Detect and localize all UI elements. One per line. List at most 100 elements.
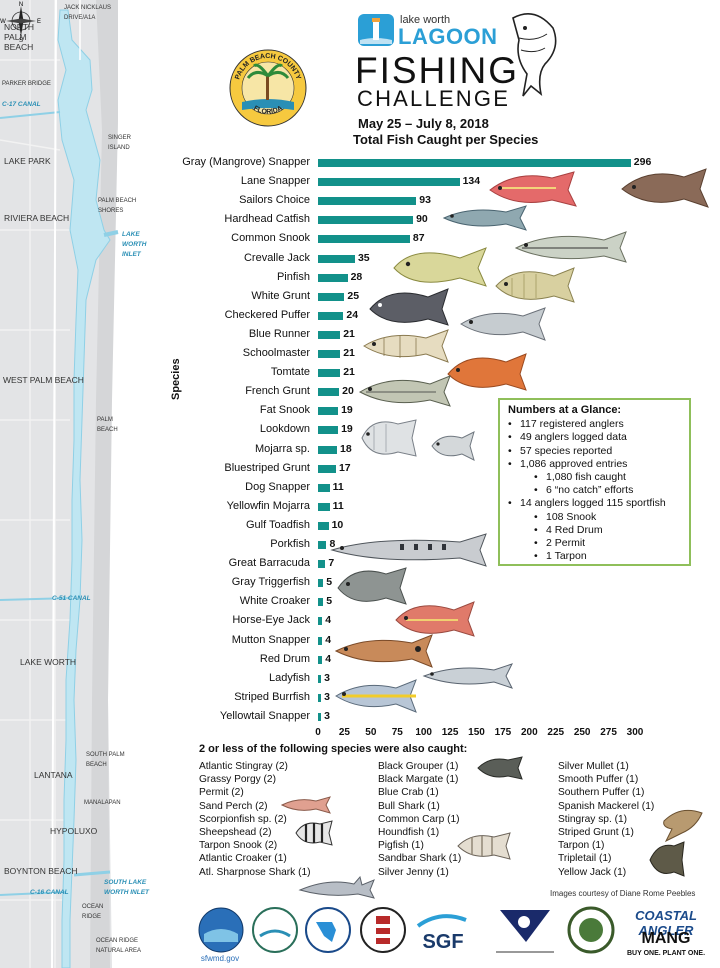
bar-value-label: 35 — [357, 251, 370, 264]
x-tick-label: 225 — [547, 727, 565, 738]
lagoon-map: JACK NICKLAUS DRIVE/A1A NORTH PALM BEACH… — [0, 0, 175, 968]
bar — [318, 502, 330, 511]
map-label-boynton-beach: BOYNTON BEACH — [4, 866, 78, 876]
x-tick-label: 50 — [365, 727, 377, 738]
intracoastal-logo-icon — [360, 907, 406, 953]
other-species-item: Black Grouper (1) — [378, 761, 459, 772]
other-species-item: Atlantic Croaker (1) — [199, 853, 287, 865]
lookdown-fish-icon — [361, 419, 417, 457]
glance-item: 57 species reported — [508, 445, 681, 458]
other-species-item: Silver Mullet (1) — [558, 761, 629, 772]
glance-item: 1 Tarpon — [508, 550, 681, 563]
category-label: White Grunt — [251, 289, 310, 302]
glance-item: 2 Permit — [508, 537, 681, 550]
bar-value-label: 11 — [332, 499, 344, 512]
bar-value-label: 3 — [324, 709, 330, 722]
x-tick-label: 275 — [600, 727, 617, 738]
x-tick-label: 75 — [391, 727, 403, 738]
bar — [318, 636, 323, 645]
category-label: Mutton Snapper — [231, 633, 310, 646]
map-label-palm-beach: PALM BEACH — [97, 417, 118, 433]
category-label: Bluestriped Grunt — [224, 461, 310, 474]
map-label-lake-worth: LAKE WORTH — [20, 657, 77, 667]
category-label: Gray Triggerfish — [231, 576, 310, 589]
svg-text:FLORIDA: FLORIDA — [252, 105, 283, 116]
bar-value-label: 19 — [341, 404, 353, 417]
category-label: Gray (Mangrove) Snapper — [182, 156, 310, 168]
bar-value-label: 134 — [462, 175, 481, 188]
other-species-title: 2 or less of the following species were … — [199, 743, 468, 755]
bar — [318, 311, 344, 320]
bar-value-label: 5 — [326, 595, 333, 608]
gray-snapper-fish-icon — [621, 168, 709, 208]
bar — [318, 426, 339, 435]
bar — [318, 330, 341, 339]
bar-value-label: 93 — [419, 194, 431, 207]
bar-value-label: 24 — [346, 308, 359, 321]
black-grouper-fish-icon — [477, 756, 523, 780]
tomtate-fish-icon — [447, 353, 527, 391]
x-tick-label: 175 — [494, 727, 512, 738]
bar-value-label: 87 — [412, 232, 425, 245]
mang-text: MANG — [641, 930, 691, 947]
map-label-c16-canal: C-16 CANAL — [30, 889, 69, 896]
category-label: Striped Burrfish — [234, 690, 310, 703]
bar — [318, 617, 323, 626]
yellowtail-snapper-fish-icon — [335, 679, 417, 713]
category-label: Ladyfish — [269, 671, 310, 684]
bar — [318, 655, 323, 664]
category-label: Horse-Eye Jack — [232, 614, 310, 627]
pinfish-fish-icon — [495, 267, 575, 303]
bar-value-label: 21 — [343, 366, 355, 379]
category-label: Common Snook — [231, 232, 310, 245]
other-species-item: Stingray sp. (1) — [558, 813, 628, 825]
map-label-c17-canal: C-17 CANAL — [2, 101, 41, 108]
map-label-south-palm-beach: SOUTH PALM BEACH — [86, 752, 125, 768]
other-species-item: Silver Jenny (1) — [378, 866, 449, 878]
bar-value-label: 90 — [416, 213, 428, 226]
map-label-hypoluxo: HYPOLUXO — [50, 826, 98, 836]
bar — [318, 483, 330, 492]
bar — [318, 521, 329, 530]
sfwmd-logo-icon — [198, 907, 244, 953]
jumping-fish-logo-icon — [512, 12, 557, 97]
numbers-at-a-glance-box: Numbers at a Glance: 117 registered angl… — [498, 398, 691, 566]
other-species-item: Common Carp (1) — [378, 813, 460, 825]
lane-snapper-fish-icon — [489, 171, 577, 207]
x-tick-label: 300 — [626, 727, 644, 738]
sfwmd-text: sfwmd.gov — [200, 954, 240, 963]
compass-s: S — [19, 38, 23, 42]
bar — [318, 541, 327, 549]
other-species-item: Scorpionfish sp. (2) — [199, 813, 287, 825]
gray-triggerfish-icon — [337, 567, 407, 605]
other-species-item: Spanish Mackerel (1) — [558, 800, 655, 812]
category-label: Pinfish — [276, 270, 310, 283]
compass-rose-icon: N S E W — [0, 2, 41, 42]
other-species-item: Pigfish (1) — [378, 840, 424, 852]
category-label: Yellowtail Snapper — [219, 709, 310, 722]
category-label: Yellowfin Mojarra — [226, 499, 310, 512]
other-species-item: Tarpon Snook (2) — [199, 840, 278, 852]
bar — [318, 254, 355, 263]
compass-n: N — [19, 2, 23, 8]
other-species-column-2: Black Grouper (1) Black Margate (1) Blue C… — [378, 760, 461, 879]
bar — [318, 579, 324, 588]
x-tick-label: 25 — [338, 727, 350, 738]
bar-value-label: 3 — [324, 671, 330, 684]
bar-value-label: 4 — [325, 633, 332, 646]
lagoon-text: LAGOON — [398, 24, 498, 49]
category-label: Gulf Toadfish — [245, 518, 310, 531]
glance-item: 14 anglers logged 115 sportfish — [508, 497, 681, 510]
other-species-item: Southern Puffer (1) — [558, 787, 645, 799]
glance-item: 49 anglers logged data — [508, 431, 681, 444]
map-label-manalapan: MANALAPAN — [84, 800, 121, 806]
other-species-item: Smooth Puffer (1) — [558, 774, 639, 786]
category-label: Schoolmaster — [242, 347, 310, 359]
bar — [318, 560, 326, 569]
bar — [318, 292, 345, 301]
compass-w: W — [0, 19, 6, 25]
category-label: Checkered Puffer — [224, 308, 310, 321]
tripletail-fish-icon — [649, 841, 685, 877]
sgf-logo-icon: SGF — [416, 914, 467, 953]
red-drum-fish-icon — [334, 634, 433, 668]
